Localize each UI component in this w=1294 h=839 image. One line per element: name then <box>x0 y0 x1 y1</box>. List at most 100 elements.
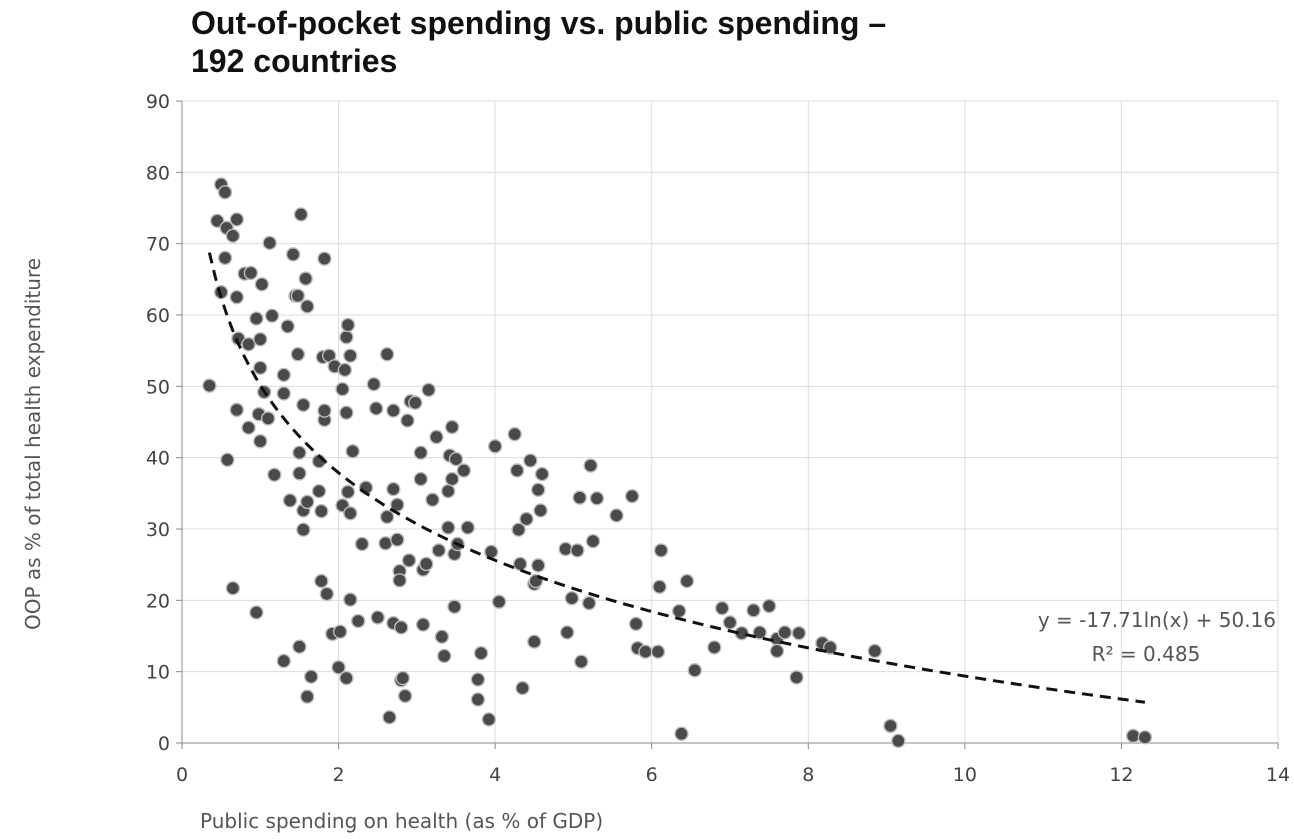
data-point <box>714 600 730 616</box>
data-point <box>425 492 440 507</box>
y-tick-label: 20 <box>146 590 170 612</box>
x-axis-label: Public spending on health (as % of GDP) <box>200 809 603 833</box>
data-point <box>883 718 898 734</box>
data-point <box>298 271 313 286</box>
y-tick-label: 0 <box>158 733 170 755</box>
data-point <box>350 613 366 629</box>
data-point <box>303 669 319 684</box>
y-tick-label: 70 <box>146 234 170 256</box>
x-tick-label: 0 <box>176 764 188 786</box>
y-tick-label: 80 <box>146 162 170 184</box>
x-tick-label: 10 <box>953 764 977 786</box>
data-point <box>769 643 785 659</box>
data-point <box>400 413 415 428</box>
data-point <box>225 228 241 244</box>
data-point <box>276 386 291 401</box>
y-tick-label: 50 <box>146 376 170 398</box>
data-point <box>243 265 259 281</box>
data-point <box>421 382 436 398</box>
data-point <box>395 670 410 686</box>
data-point <box>473 645 489 661</box>
x-tick-label: 12 <box>1109 764 1133 786</box>
data-point <box>343 592 358 607</box>
data-point <box>487 439 503 454</box>
data-point <box>225 581 241 596</box>
data-point <box>300 494 315 510</box>
data-point <box>581 595 597 611</box>
y-tick-label: 10 <box>146 662 170 684</box>
data-point <box>249 311 264 326</box>
data-point <box>638 644 653 659</box>
data-point <box>290 347 306 362</box>
data-point <box>249 605 264 620</box>
data-point <box>823 640 838 655</box>
data-point <box>415 617 431 632</box>
data-point <box>285 247 301 262</box>
data-point <box>609 508 624 523</box>
data-point <box>262 235 277 251</box>
data-point <box>220 452 235 468</box>
data-point <box>481 712 497 727</box>
data-point <box>511 522 526 537</box>
data-point <box>687 663 702 678</box>
data-point <box>533 503 548 518</box>
data-point <box>448 451 464 467</box>
x-tick-label: 2 <box>333 764 345 786</box>
data-point <box>509 463 525 478</box>
data-point <box>354 536 370 552</box>
data-point <box>229 212 245 227</box>
x-tick-label: 8 <box>802 764 814 786</box>
data-point <box>314 503 329 519</box>
data-point <box>570 543 585 558</box>
data-point <box>440 483 456 499</box>
data-point <box>254 277 270 292</box>
data-point <box>217 185 233 200</box>
data-point <box>390 497 405 512</box>
data-point <box>470 692 486 707</box>
data-point <box>382 710 397 725</box>
data-point <box>241 337 256 352</box>
data-point <box>368 401 384 416</box>
data-point <box>564 590 580 606</box>
data-point <box>397 688 413 704</box>
data-point <box>276 653 291 669</box>
data-point <box>253 360 268 375</box>
data-point <box>292 466 307 481</box>
data-point <box>460 520 475 535</box>
data-point <box>484 544 499 560</box>
data-point <box>519 511 534 527</box>
data-point <box>340 317 356 333</box>
data-point <box>345 444 360 459</box>
data-point <box>628 616 644 632</box>
data-point <box>293 207 309 222</box>
data-point <box>671 603 687 619</box>
y-tick-label: 90 <box>146 91 170 113</box>
data-point <box>202 378 217 393</box>
data-point <box>337 362 353 378</box>
data-point <box>392 573 407 588</box>
data-point <box>210 213 225 229</box>
chart-title: Out-of-pocket spending vs. public spendi… <box>191 5 887 79</box>
data-point <box>791 625 807 641</box>
data-point <box>343 506 358 521</box>
data-point <box>585 533 601 549</box>
data-point <box>437 648 452 664</box>
data-point <box>340 484 356 500</box>
data-point <box>624 488 640 504</box>
data-point <box>253 434 268 449</box>
data-point <box>366 376 381 392</box>
data-point <box>531 482 546 497</box>
data-point <box>491 594 507 609</box>
data-point <box>650 644 666 659</box>
data-point <box>431 543 446 558</box>
data-point <box>217 250 233 266</box>
data-point <box>653 543 669 558</box>
data-point <box>229 289 245 305</box>
data-point <box>867 643 883 659</box>
data-points <box>202 177 1153 749</box>
data-point <box>434 629 450 644</box>
data-point <box>343 348 358 363</box>
data-point <box>589 491 605 506</box>
trendline-equation: y = -17.71ln(x) + 50.16 <box>1038 608 1276 632</box>
